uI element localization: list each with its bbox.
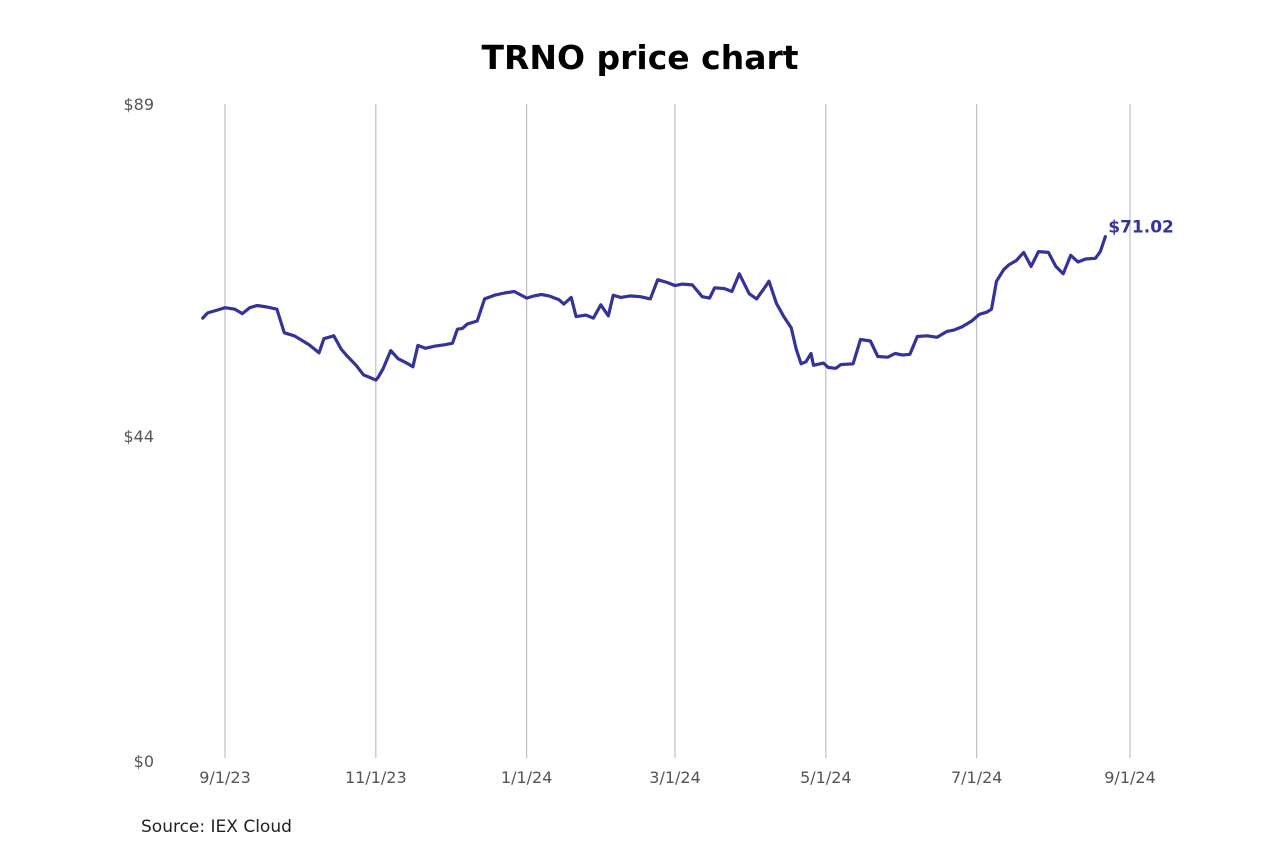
x-axis: 9/1/23 11/1/23 1/1/24 3/1/24 5/1/24 7/1/24 9/1… [199,768,1156,787]
y-axis: $0 $44 $89 [123,95,154,771]
chart-title: TRNO price chart [481,38,799,77]
y-tick-label: $89 [123,95,154,114]
x-tick-label: 1/1/24 [501,768,553,787]
last-price-label: $71.02 [1108,218,1174,238]
grid-lines [224,104,1131,758]
x-tick-label: 9/1/24 [1104,768,1156,787]
source-note: Source: IEX Cloud [141,817,292,837]
price-line [201,235,1107,382]
x-tick-label: 7/1/24 [951,768,1003,787]
x-tick-label: 3/1/24 [649,768,701,787]
x-tick-label: 5/1/24 [800,768,852,787]
x-tick-label: 9/1/23 [199,768,251,787]
series-layer: $71.02 [201,218,1174,382]
x-tick-label: 11/1/23 [345,768,407,787]
y-tick-label: $44 [123,427,154,446]
y-tick-label: $0 [134,752,154,771]
